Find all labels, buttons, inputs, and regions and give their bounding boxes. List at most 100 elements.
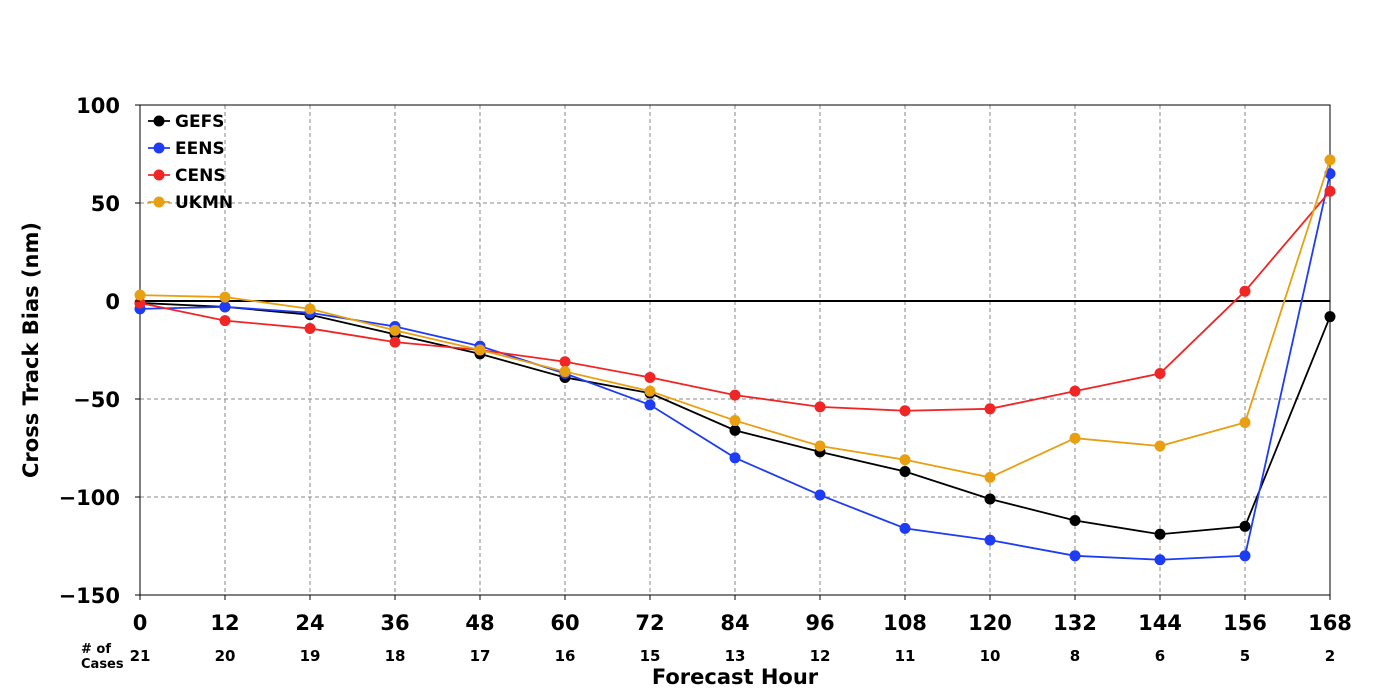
data-point — [1324, 154, 1336, 166]
data-point — [1069, 550, 1081, 562]
case-count-label: 16 — [555, 647, 576, 665]
data-point — [899, 405, 911, 417]
data-point — [1324, 311, 1336, 323]
data-point — [984, 403, 996, 415]
data-point — [304, 322, 316, 334]
case-count-label: 13 — [725, 647, 746, 665]
x-tick-label: 108 — [883, 611, 927, 635]
data-point — [899, 522, 911, 534]
data-point — [984, 534, 996, 546]
y-tick-label: −50 — [73, 388, 120, 412]
x-tick-label: 12 — [210, 611, 239, 635]
data-point — [1154, 440, 1166, 452]
case-count-label: 8 — [1070, 647, 1080, 665]
x-tick-label: 60 — [550, 611, 579, 635]
legend-marker — [153, 142, 165, 154]
x-axis-title: Forecast Hour — [652, 665, 819, 689]
y-tick-labels: 100 50 0 −50 −100 −150 — [59, 94, 140, 608]
series-ukmn — [134, 154, 1336, 483]
cases-header-line1: # of — [81, 642, 111, 657]
data-point — [1069, 432, 1081, 444]
legend-marker — [153, 169, 165, 181]
x-tick-label: 36 — [380, 611, 409, 635]
data-point — [899, 466, 911, 478]
data-point — [219, 315, 231, 327]
data-point — [389, 336, 401, 348]
data-point — [984, 471, 996, 483]
data-point — [1239, 550, 1251, 562]
grid-layer — [140, 105, 1330, 595]
data-point — [559, 366, 571, 378]
x-tick-label: 48 — [465, 611, 494, 635]
legend-label: UKMN — [175, 193, 233, 213]
data-point — [729, 415, 741, 427]
case-count-label: 20 — [215, 647, 236, 665]
legend-label: GEFS — [175, 112, 224, 132]
x-tick-label: 84 — [720, 611, 749, 635]
data-point — [474, 344, 486, 356]
series-layer — [134, 154, 1336, 566]
data-point — [559, 356, 571, 368]
case-count-label: 6 — [1155, 647, 1165, 665]
data-point — [1239, 520, 1251, 532]
data-point — [1069, 385, 1081, 397]
y-axis-title: Cross Track Bias (nm) — [19, 222, 43, 478]
data-point — [134, 297, 146, 309]
data-point — [984, 493, 996, 505]
y-tick-label: 0 — [105, 290, 120, 314]
case-count-label: 15 — [640, 647, 661, 665]
case-count-label: 18 — [385, 647, 406, 665]
case-count-label: 5 — [1240, 647, 1250, 665]
data-point — [134, 289, 146, 301]
x-tick-label: 96 — [805, 611, 834, 635]
legend-label: CENS — [175, 166, 226, 186]
data-point — [1069, 515, 1081, 527]
case-count-label: 12 — [810, 647, 831, 665]
data-point — [814, 440, 826, 452]
x-tick-label: 168 — [1308, 611, 1352, 635]
series-cens — [134, 185, 1336, 417]
data-point — [899, 454, 911, 466]
cases-header-line2: Cases — [81, 657, 124, 672]
legend-marker — [153, 196, 165, 208]
case-count-label: 2 — [1325, 647, 1335, 665]
data-point — [1324, 185, 1336, 197]
data-point — [219, 291, 231, 303]
x-tick-labels: 0 12 24 36 48 60 72 84 96 108 120 132 144 156 168 — [133, 595, 1352, 635]
data-point — [1239, 417, 1251, 429]
data-point — [219, 301, 231, 313]
x-tick-label: 120 — [968, 611, 1012, 635]
legend-item-cens: CENS — [148, 166, 226, 186]
x-tick-label: 132 — [1053, 611, 1097, 635]
legend: GEFS EENS CENS UKMN — [148, 112, 233, 213]
legend-label: EENS — [175, 139, 225, 159]
data-point — [729, 452, 741, 464]
case-count-label: 10 — [980, 647, 1001, 665]
x-tick-label: 156 — [1223, 611, 1267, 635]
data-point — [814, 401, 826, 413]
case-count-label: 11 — [895, 647, 916, 665]
x-tick-label: 72 — [635, 611, 664, 635]
case-count-label: 17 — [470, 647, 491, 665]
y-tick-label: −100 — [59, 486, 120, 510]
data-point — [1239, 285, 1251, 297]
data-point — [1154, 528, 1166, 540]
legend-item-gefs: GEFS — [148, 112, 224, 132]
data-point — [644, 371, 656, 383]
legend-marker — [153, 115, 165, 127]
x-tick-label: 144 — [1138, 611, 1182, 635]
data-point — [389, 324, 401, 336]
legend-item-ukmn: UKMN — [148, 193, 233, 213]
y-tick-label: −150 — [59, 584, 120, 608]
data-point — [644, 399, 656, 411]
y-tick-label: 100 — [76, 94, 120, 118]
case-count-label: 19 — [300, 647, 321, 665]
data-point — [644, 385, 656, 397]
data-point — [814, 489, 826, 501]
data-point — [304, 303, 316, 315]
legend-item-eens: EENS — [148, 139, 225, 159]
x-tick-label: 24 — [295, 611, 324, 635]
data-point — [1154, 554, 1166, 566]
cases-row: 21 20 19 18 17 16 15 13 12 11 10 8 6 5 2 — [130, 647, 1336, 665]
